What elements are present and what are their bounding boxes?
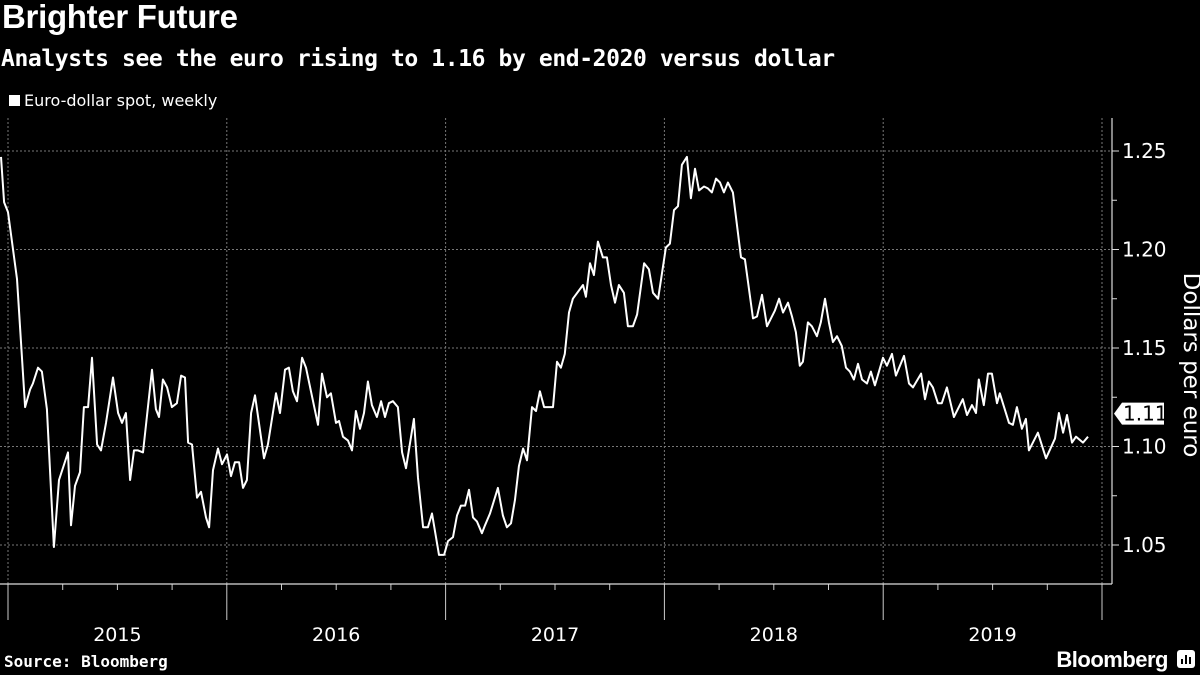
x-tick-label: 2017 bbox=[531, 624, 579, 646]
y-tick-label: 1.05 bbox=[1122, 533, 1167, 557]
x-tick-label: 2015 bbox=[93, 624, 141, 646]
legend-label: Euro-dollar spot, weekly bbox=[24, 91, 218, 110]
y-tick-label: 1.20 bbox=[1122, 238, 1167, 262]
y-axis-title: Dollars per euro bbox=[1178, 273, 1200, 458]
y-tick-label: 1.15 bbox=[1122, 336, 1167, 360]
legend-swatch bbox=[9, 95, 20, 106]
last-value-tag bbox=[1114, 402, 1164, 425]
chart-title: Brighter Future bbox=[2, 0, 238, 35]
chart-subtitle: Analysts see the euro rising to 1.16 by … bbox=[1, 46, 835, 72]
series-line-0 bbox=[0, 155, 1089, 556]
x-tick-label: 2016 bbox=[312, 624, 360, 646]
y-tick-label: 1.25 bbox=[1122, 139, 1167, 163]
source-note: Source: Bloomberg bbox=[4, 652, 168, 671]
y-tick-label: 1.10 bbox=[1122, 435, 1167, 459]
x-tick-label: 2019 bbox=[968, 624, 1016, 646]
bloomberg-chart-icon bbox=[1177, 650, 1195, 668]
bloomberg-logo: Bloomberg bbox=[1056, 647, 1168, 672]
x-tick-label: 2018 bbox=[750, 624, 798, 646]
last-value-label: 1.11 bbox=[1123, 402, 1168, 426]
legend: Euro-dollar spot, weekly bbox=[9, 91, 217, 110]
